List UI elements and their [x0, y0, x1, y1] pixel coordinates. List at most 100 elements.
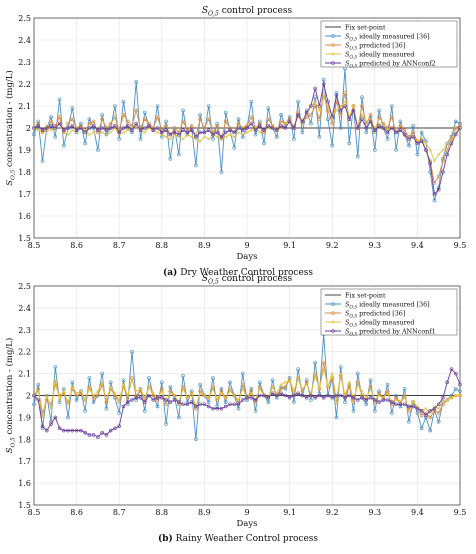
data-point	[441, 400, 445, 404]
data-point	[36, 119, 41, 124]
data-point	[219, 389, 224, 393]
y-tick-label: 1.5	[18, 234, 31, 243]
data-point	[360, 395, 364, 400]
data-point	[402, 128, 407, 132]
data-point	[92, 130, 96, 134]
data-point	[198, 117, 202, 121]
legend-label: SO,5 ideally measured	[345, 50, 415, 60]
legend-label: SO,5 ideally measured	[345, 318, 415, 328]
data-point	[313, 104, 317, 108]
data-point	[83, 130, 87, 135]
data-point	[207, 137, 211, 141]
data-point	[236, 126, 241, 130]
data-point	[321, 360, 326, 365]
data-point	[134, 108, 139, 113]
x-tick-label: 9.3	[368, 241, 381, 250]
data-point	[100, 430, 104, 435]
data-point	[458, 126, 462, 130]
data-point	[428, 409, 432, 413]
chart-title: SO,5 control process	[202, 274, 293, 286]
data-point	[126, 393, 130, 398]
legend-marker	[331, 311, 335, 315]
data-point	[83, 430, 87, 435]
data-point	[445, 152, 450, 157]
data-point	[407, 404, 411, 409]
data-point	[215, 135, 219, 139]
data-point	[198, 382, 202, 387]
data-point	[147, 385, 151, 389]
data-point	[241, 133, 245, 137]
data-point	[309, 398, 313, 402]
data-point	[36, 387, 41, 391]
data-point	[108, 380, 113, 385]
data-point	[253, 398, 258, 402]
data-point	[390, 411, 394, 415]
data-point	[364, 398, 369, 402]
data-point	[321, 82, 326, 86]
data-point	[249, 389, 254, 393]
data-point	[125, 400, 130, 404]
data-point	[360, 393, 364, 398]
data-point	[62, 128, 66, 132]
x-tick-label: 9.4	[411, 508, 424, 517]
data-point	[164, 422, 168, 426]
data-point	[347, 393, 352, 398]
data-point	[453, 126, 458, 130]
data-point	[419, 139, 424, 143]
data-point	[453, 119, 458, 124]
data-point	[432, 406, 437, 411]
x-axis-label: Days	[236, 519, 257, 529]
data-point	[134, 398, 139, 402]
data-point	[206, 395, 211, 400]
data-point	[70, 428, 75, 433]
data-point	[168, 384, 173, 389]
y-tick-label: 2.3	[18, 326, 31, 335]
x-tick-label: 9.1	[283, 241, 296, 250]
data-point	[334, 93, 339, 97]
data-point	[74, 398, 79, 402]
data-point	[215, 406, 219, 411]
data-point	[249, 99, 254, 104]
data-point	[253, 128, 258, 132]
data-point	[441, 148, 445, 152]
data-point	[407, 137, 411, 141]
data-point	[147, 124, 151, 128]
data-point	[211, 387, 215, 391]
data-point	[424, 141, 428, 145]
data-point	[198, 391, 202, 395]
legend-label: SO,5 ideally measured [36]	[345, 300, 430, 310]
data-point	[309, 121, 313, 126]
data-point	[407, 143, 411, 148]
data-point	[241, 387, 245, 391]
data-point	[432, 159, 436, 163]
data-point	[385, 382, 390, 387]
data-point	[91, 400, 96, 404]
series-line	[33, 92, 461, 185]
data-point	[70, 128, 74, 132]
data-point	[436, 187, 441, 192]
data-point	[198, 402, 202, 407]
data-point	[44, 128, 49, 132]
data-point	[100, 126, 104, 130]
data-point	[304, 380, 309, 385]
data-point	[232, 130, 237, 135]
data-point	[275, 128, 279, 132]
data-point	[424, 148, 428, 152]
data-point	[155, 404, 160, 409]
y-tick-label: 1.9	[18, 146, 31, 155]
data-point	[436, 402, 441, 407]
data-point	[49, 128, 53, 132]
data-point	[355, 371, 360, 376]
data-point	[292, 389, 296, 393]
data-point	[369, 387, 373, 391]
data-point	[96, 148, 100, 152]
data-point	[57, 393, 62, 398]
data-point	[130, 398, 134, 402]
data-point	[262, 141, 266, 146]
data-point	[130, 128, 134, 132]
data-point	[40, 128, 45, 132]
data-point	[211, 137, 215, 141]
data-point	[87, 387, 91, 391]
data-point	[245, 124, 249, 128]
data-point	[36, 121, 41, 126]
